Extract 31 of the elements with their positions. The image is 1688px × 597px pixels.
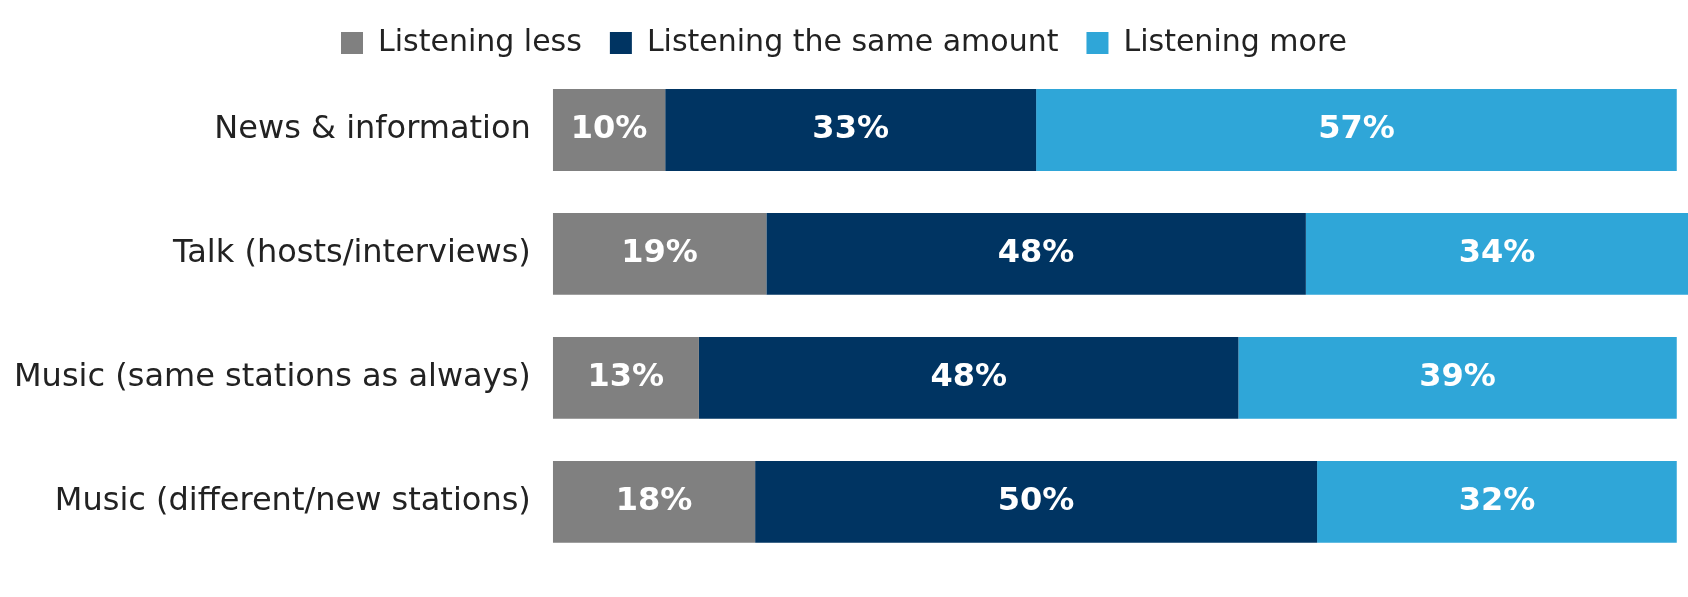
data-label: 57% (1318, 108, 1395, 147)
bar (552, 460, 756, 543)
bar (552, 336, 699, 419)
bar (1305, 213, 1688, 295)
data-label: 48% (930, 356, 1007, 395)
bar (1238, 336, 1677, 419)
data-label: 48% (997, 232, 1075, 271)
data-label: 10% (570, 108, 648, 147)
bar (1317, 460, 1677, 543)
bar (1036, 89, 1677, 171)
bar (755, 460, 1318, 543)
data-label: 50% (997, 480, 1075, 519)
data-label: 18% (615, 480, 693, 519)
y-tick-label: Music (different/new stations) (54, 480, 531, 519)
legend-label: Listening less (377, 22, 582, 58)
y-tick-label: News & information (214, 108, 531, 147)
data-label: 34% (1458, 232, 1536, 271)
data-label: 13% (587, 356, 665, 395)
data-label: 19% (621, 232, 698, 271)
legend-label: Listening more (1123, 22, 1348, 58)
bar (766, 213, 1306, 295)
y-tick-label: Music (same stations as always) (14, 356, 531, 395)
data-label: 33% (812, 108, 889, 147)
bar (552, 213, 767, 295)
bar (665, 89, 1037, 171)
data-label: 32% (1458, 480, 1536, 519)
bar (698, 336, 1239, 419)
bar (552, 89, 666, 171)
data-label: 39% (1419, 356, 1496, 395)
y-tick-label: Talk (hosts/interviews) (171, 232, 531, 271)
legend-label: Listening the same amount (646, 22, 1059, 58)
